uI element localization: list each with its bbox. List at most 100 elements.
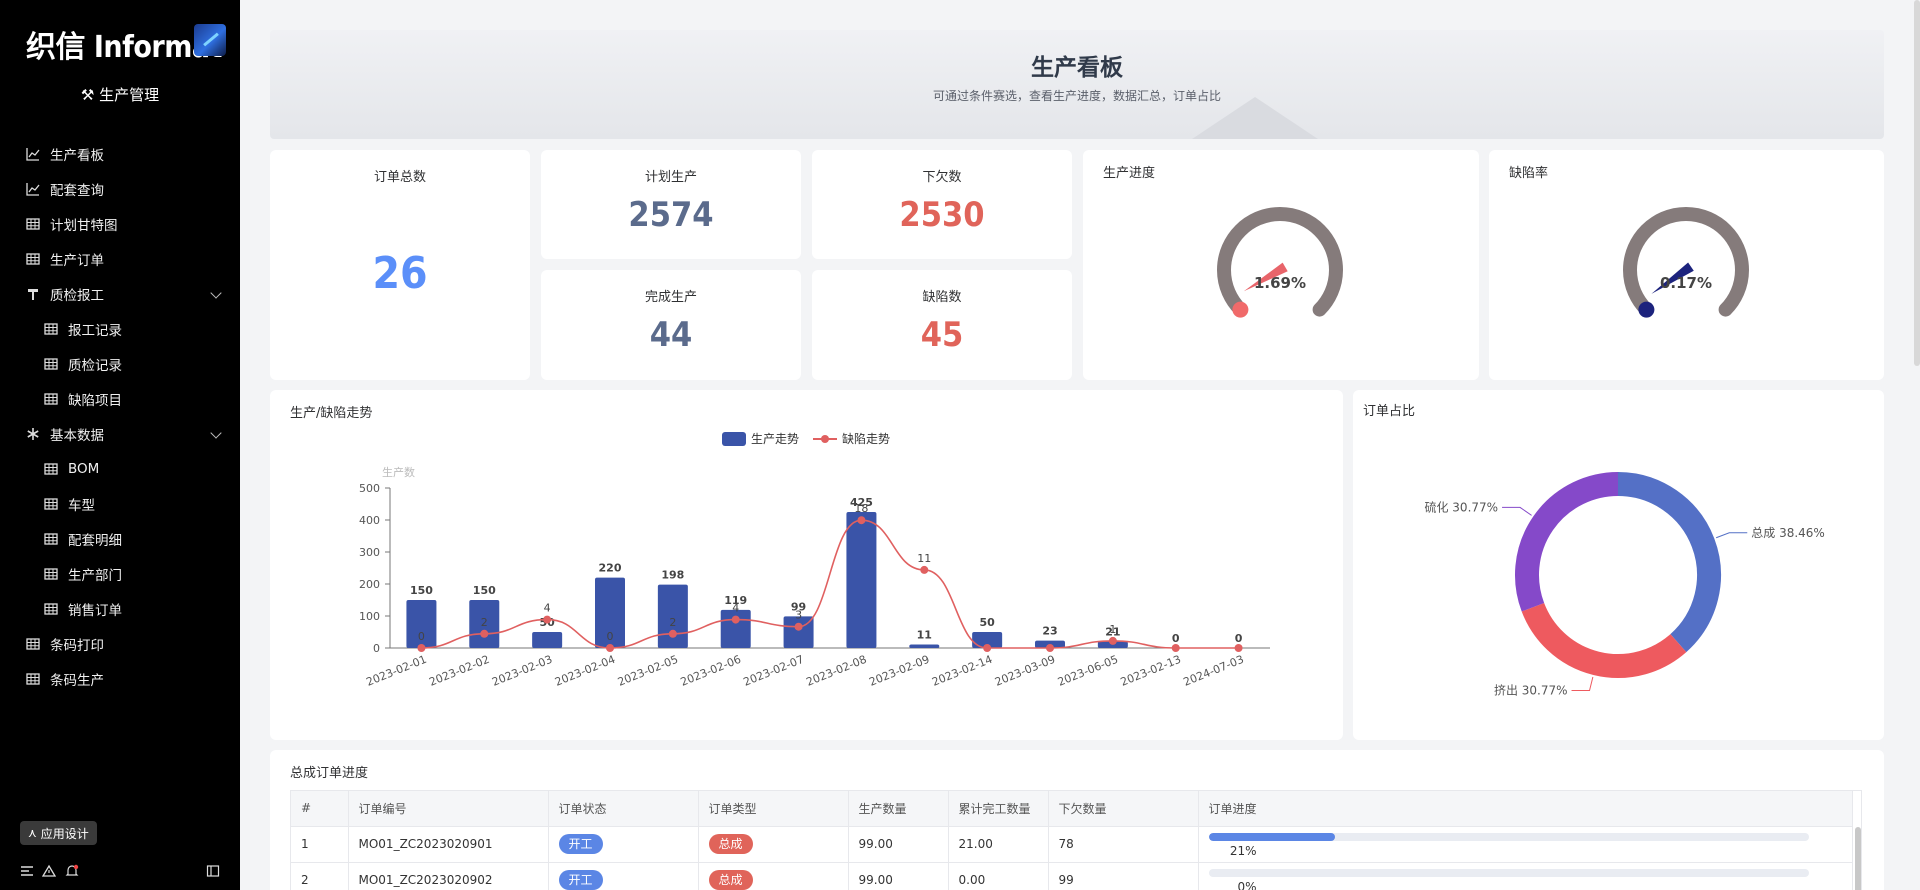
column-header[interactable]: 订单状态 (548, 791, 699, 827)
trend-chart: 生产数01002003004005001502023-02-011502023-… (359, 465, 1270, 689)
legend-line-swatch[interactable] (813, 432, 838, 446)
sidebar-item[interactable]: 生产看板 (0, 136, 240, 171)
line-point[interactable] (1234, 644, 1243, 652)
line-point[interactable] (417, 644, 426, 652)
stat-label: 完成生产 (644, 290, 697, 305)
order-table-wrapper: # 订单编号 订单状态 订单类型 生产数量 累计完工数量 下欠数量 订单进度 1… (290, 790, 1862, 890)
bar[interactable] (595, 577, 625, 648)
page-scrollbar[interactable] (1914, 0, 1920, 366)
chevron-down-icon[interactable] (210, 427, 222, 439)
table-icon (26, 672, 40, 686)
line-point[interactable] (1108, 636, 1117, 645)
line-point[interactable] (1046, 644, 1054, 652)
notification-bell-icon[interactable] (65, 864, 79, 878)
donut-slice[interactable] (1521, 602, 1687, 678)
sidebar-item[interactable]: 配套明细 (0, 521, 240, 556)
legend-bar-label[interactable]: 生产走势 (751, 432, 800, 446)
table-header-row: # 订单编号 订单状态 订单类型 生产数量 累计完工数量 下欠数量 订单进度 (291, 791, 1853, 827)
progress-bar (1208, 833, 1809, 842)
sidebar-item[interactable]: 车型 (0, 486, 240, 521)
bar[interactable] (469, 600, 500, 648)
bar-value-label: 99 (791, 600, 806, 613)
bar-value-label: 23 (1042, 625, 1057, 638)
column-header[interactable]: 订单类型 (698, 791, 849, 827)
x-tick-label: 2023-02-08 (804, 653, 868, 689)
table-row[interactable]: 1 MO01_ZC2023020901 开工 总成 99.00 21.00 78 21% (291, 826, 1853, 863)
line-value-label: 11 (917, 552, 931, 565)
sidebar-item[interactable]: 基本数据 (0, 416, 240, 451)
menu-collapse-icon[interactable] (20, 864, 34, 878)
sidebar-item[interactable]: 计划甘特图 (0, 206, 240, 241)
x-tick-label: 2023-06-05 (1056, 653, 1120, 689)
stat-card-shortfall: 下欠数 2530 (812, 150, 1072, 259)
sidebar-item[interactable]: 生产订单 (0, 241, 240, 276)
column-header[interactable]: # (291, 791, 349, 827)
warning-icon[interactable] (41, 864, 57, 878)
legend-line-label[interactable]: 缺陷走势 (842, 432, 891, 446)
sidebar-item[interactable]: 销售订单 (0, 591, 240, 626)
line-point[interactable] (857, 516, 866, 525)
bar[interactable] (532, 632, 563, 648)
line-point[interactable] (794, 622, 803, 631)
stat-label: 计划生产 (644, 170, 697, 185)
bar[interactable] (846, 512, 877, 648)
legend-bar-swatch[interactable] (722, 431, 746, 446)
stat-card-planned: 计划生产 2574 (541, 150, 801, 259)
line-point[interactable] (668, 629, 677, 638)
sidebar-item[interactable]: 条码打印 (0, 626, 240, 661)
donut-slice[interactable] (1515, 472, 1619, 612)
column-header[interactable]: 订单进度 (1198, 791, 1853, 827)
sidebar-item[interactable]: 报工记录 (0, 311, 240, 346)
line-point[interactable] (983, 644, 992, 652)
bar[interactable] (972, 632, 1003, 648)
bar[interactable] (657, 584, 688, 648)
line-point[interactable] (920, 565, 929, 574)
line-point[interactable] (1171, 644, 1180, 652)
gauge-track (1217, 207, 1343, 317)
app-design-button[interactable]: ⋏ 应用设计 (20, 821, 97, 845)
table-scrollbar[interactable] (1855, 827, 1861, 890)
line-point[interactable] (731, 615, 740, 624)
table-icon (44, 462, 58, 476)
design-icon: ⋏ (28, 826, 37, 840)
shortfall-qty: 99 (1048, 862, 1199, 890)
progress-fill (1208, 833, 1335, 842)
x-tick-label: 2023-02-14 (930, 653, 994, 689)
row-index: 2 (291, 862, 349, 890)
x-tick-label: 2023-02-07 (742, 653, 806, 689)
sidebar-item[interactable]: 条码生产 (0, 661, 240, 696)
type-badge: 总成 (708, 870, 753, 890)
chevron-down-icon[interactable] (210, 287, 222, 299)
app-design-label: 应用设计 (40, 826, 89, 841)
column-header[interactable]: 生产数量 (848, 791, 949, 827)
line-point[interactable] (480, 629, 489, 638)
sidebar-item[interactable]: 配套查询 (0, 171, 240, 206)
order-code: MO01_ZC2023020902 (348, 862, 549, 890)
table-icon (44, 497, 58, 511)
sidebar-item[interactable]: 缺陷项目 (0, 381, 240, 416)
order-status-cell: 开工 (548, 862, 699, 890)
gauge-start-dot (1638, 301, 1655, 318)
line-point[interactable] (606, 644, 614, 652)
stat-label: 下欠数 (922, 170, 962, 185)
sidebar-item[interactable]: 质检记录 (0, 346, 240, 381)
stat-value: 26 (372, 248, 428, 299)
production-qty: 99.00 (848, 862, 949, 890)
bar[interactable] (406, 600, 437, 648)
gauge-card-defect-rate: 缺陷率 0.17% (1489, 150, 1884, 380)
sidebar-toggle-icon[interactable] (206, 864, 220, 878)
line-value-label: 3 (795, 609, 802, 622)
column-header[interactable]: 累计完工数量 (948, 791, 1049, 827)
sidebar-item[interactable]: 质检报工 (0, 276, 240, 311)
sidebar-item[interactable]: 生产部门 (0, 556, 240, 591)
bar[interactable] (909, 644, 940, 648)
table-row[interactable]: 2 MO01_ZC2023020902 开工 总成 99.00 0.00 99 0% (291, 862, 1853, 890)
donut-slice[interactable] (1617, 472, 1721, 653)
order-type-cell: 总成 (698, 862, 849, 890)
line-point[interactable] (543, 615, 552, 624)
column-header[interactable]: 订单编号 (348, 791, 549, 827)
column-header[interactable]: 下欠数量 (1048, 791, 1199, 827)
x-tick-label: 2024-07-03 (1182, 653, 1246, 689)
app-title[interactable]: ⚒ 生产管理 (0, 84, 240, 105)
sidebar-item[interactable]: BOM (0, 451, 240, 486)
